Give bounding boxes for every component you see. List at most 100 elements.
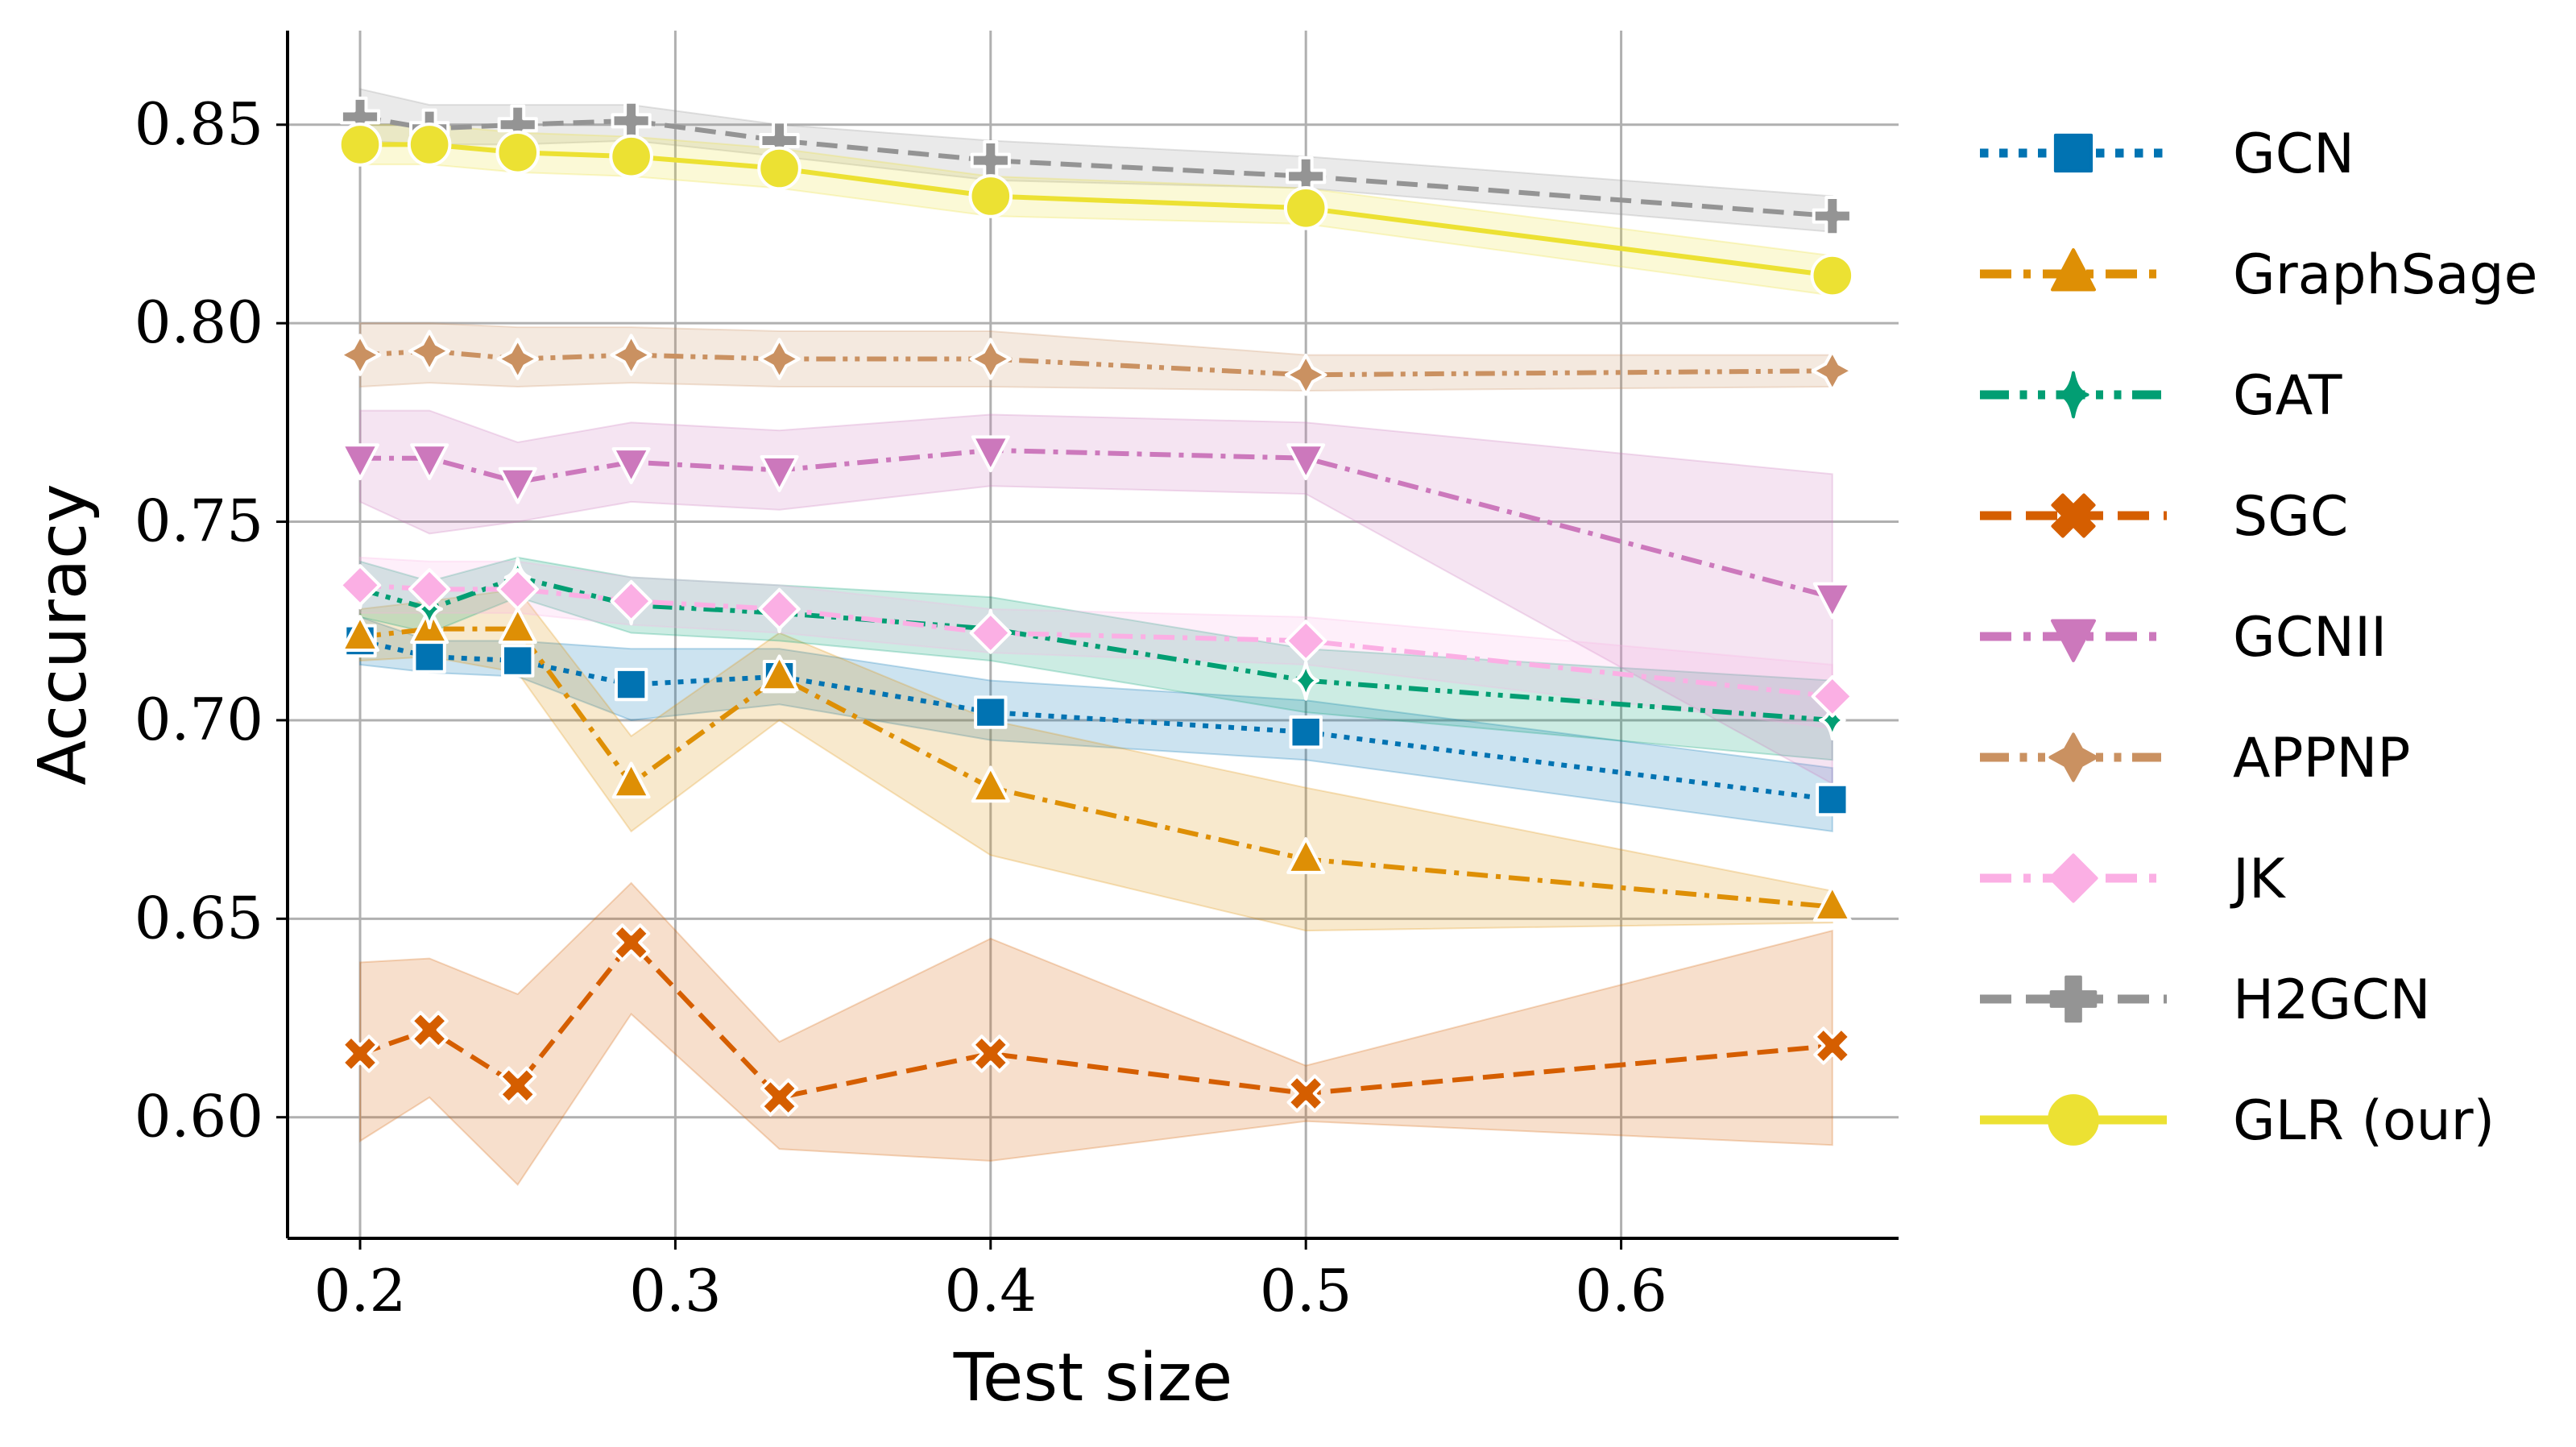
data-point-gat <box>1292 660 1320 701</box>
data-point-graphsage <box>611 761 651 799</box>
data-point-appnp <box>338 334 382 376</box>
legend-marker <box>2048 1094 2099 1146</box>
legend-item-gat: GAT <box>1980 364 2342 428</box>
data-point-gcnii <box>760 454 799 492</box>
confidence-bands <box>359 88 1833 1187</box>
legend-marker <box>2048 853 2098 903</box>
legend-item-jk: JK <box>1980 848 2287 911</box>
data-point-appnp <box>496 338 539 380</box>
data-point-jk <box>338 564 382 607</box>
y-axis-title: Accuracy <box>25 483 101 785</box>
data-point-glr-our <box>1810 253 1855 298</box>
y-tick-label: 0.70 <box>135 686 263 753</box>
series-line-sgc <box>359 939 1833 1101</box>
confidence-band-graphsage <box>359 588 1833 932</box>
legend-label: GCNII <box>2233 606 2387 670</box>
y-tick-label: 0.65 <box>135 884 263 952</box>
x-tick-label: 0.3 <box>629 1257 722 1325</box>
confidence-band-gat <box>359 556 1833 761</box>
legend-item-graphsage: GraphSage <box>1980 243 2537 307</box>
series-line-h2gcn <box>359 114 1833 219</box>
data-point-sgc <box>971 1034 1010 1073</box>
data-point-gcn <box>614 667 648 702</box>
axes: 0.2 0.3 0.4 0.5 0.6 0.60 0.65 0.70 0.75 0.80 0.85 T… <box>25 31 1899 1416</box>
data-point-appnp <box>758 338 801 380</box>
data-point-gcn <box>501 644 535 678</box>
data-point-graphsage <box>971 765 1010 803</box>
x-tick-label: 0.2 <box>314 1257 407 1325</box>
series-line-graphsage <box>359 626 1833 910</box>
y-tick-label: 0.75 <box>135 487 263 555</box>
data-point-graphsage <box>498 607 537 645</box>
legend-label: SGC <box>2233 485 2348 549</box>
data-point-gcnii <box>1812 582 1852 620</box>
legend-marker <box>2048 732 2098 782</box>
legend-label: GLR (our) <box>2233 1089 2495 1153</box>
y-tick-label: 0.85 <box>135 90 263 158</box>
legend-item-glr-our: GLR (our) <box>1980 1089 2495 1153</box>
x-tick-label: 0.6 <box>1575 1257 1667 1325</box>
legend-item-h2gcn: H2GCN <box>1980 968 2430 1032</box>
data-point-sgc <box>499 1066 537 1105</box>
legend-marker <box>2057 371 2089 419</box>
legend-label: JK <box>2230 848 2287 911</box>
data-point-glr-our <box>1283 185 1328 230</box>
data-point-gat <box>1818 699 1846 741</box>
data-point-h2gcn <box>1812 196 1853 237</box>
data-point-jk <box>408 568 451 611</box>
data-point-sgc <box>1286 1074 1325 1113</box>
series-line-gcnii <box>360 447 1833 600</box>
legend-item-appnp: APPNP <box>1980 727 2410 790</box>
legend-marker <box>2051 619 2096 662</box>
data-point-jk <box>969 612 1012 654</box>
legend-item-gcn: GCN <box>1980 122 2354 186</box>
legend-marker <box>2051 248 2096 292</box>
legend-label: GraphSage <box>2233 243 2537 307</box>
data-point-gcn <box>1289 715 1323 749</box>
data-point-graphsage <box>1812 885 1852 923</box>
data-point-gcnii <box>1286 443 1326 481</box>
legend-label: GCN <box>2233 122 2354 186</box>
data-point-sgc <box>611 923 651 962</box>
data-point-gcn <box>412 640 446 674</box>
series-line-gcn <box>359 638 1833 802</box>
data-point-gcnii <box>341 443 380 481</box>
data-point-gcn <box>974 695 1008 729</box>
data-point-jk <box>758 587 801 631</box>
legend-marker <box>2051 493 2096 538</box>
data-point-sgc <box>1813 1026 1852 1065</box>
data-point-glr-our <box>968 174 1013 218</box>
legend-label: APPNP <box>2233 727 2410 790</box>
data-point-sgc <box>410 1010 449 1049</box>
data-point-sgc <box>341 1034 379 1073</box>
data-point-appnp <box>1811 350 1854 392</box>
legend-item-gcnii: GCNII <box>1980 606 2387 670</box>
data-point-gcn <box>1816 782 1849 817</box>
series-markers <box>338 96 1855 1117</box>
y-tick-label: 0.60 <box>135 1083 263 1151</box>
confidence-band-sgc <box>359 881 1833 1187</box>
data-point-appnp <box>1284 354 1327 396</box>
legend-item-sgc: SGC <box>1980 485 2348 549</box>
data-point-jk <box>610 579 652 623</box>
data-point-jk <box>1284 620 1327 662</box>
data-point-graphsage <box>1286 837 1326 874</box>
x-tick-label: 0.4 <box>945 1257 1037 1325</box>
data-point-gcnii <box>611 447 651 484</box>
data-point-glr-our <box>757 146 801 191</box>
data-point-graphsage <box>760 654 799 692</box>
series-line-appnp <box>359 348 1833 378</box>
data-point-appnp <box>408 330 451 372</box>
legend-label: H2GCN <box>2233 968 2430 1032</box>
data-point-gcnii <box>498 466 537 504</box>
data-point-glr-our <box>407 122 452 167</box>
confidence-band-gcn <box>359 616 1833 833</box>
legend: GCN GraphSage GAT SGC GCNII APPNP JK H2GCN GLR (… <box>1980 122 2537 1153</box>
data-point-gcnii <box>971 435 1010 473</box>
x-tick-label: 0.5 <box>1260 1257 1352 1325</box>
data-point-appnp <box>969 338 1012 380</box>
data-point-glr-our <box>495 130 540 175</box>
data-point-graphsage <box>341 615 380 652</box>
y-tick-label: 0.80 <box>135 288 263 356</box>
